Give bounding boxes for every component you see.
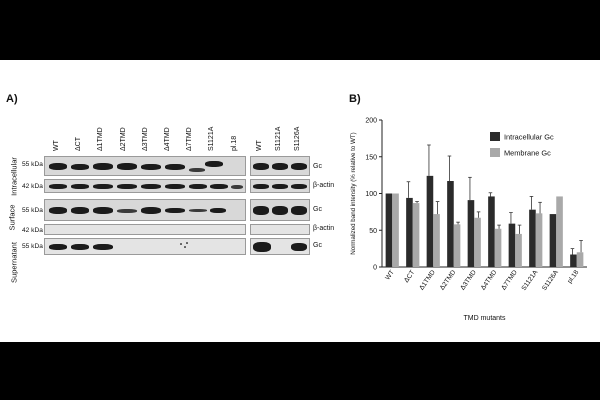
lane-label-left-2: Δ1TMD [97, 127, 105, 151]
blot-surface-actin-right [250, 224, 310, 235]
kda-label-row1: 55 kDa [22, 161, 43, 168]
lane-label-left-0: WT [53, 140, 60, 151]
lane-label-left-5: Δ4TMD [164, 127, 171, 151]
blot-supernatant-gc-right [250, 238, 310, 255]
y-tick-label-2: 100 [365, 191, 377, 198]
bar-membrane-gc-4 [474, 217, 481, 267]
x-tick-label-6: Δ7TMD [500, 269, 519, 292]
y-axis-label: Normalized band intensity (% relative to… [350, 132, 357, 254]
blot-intracellular-actin-left [44, 179, 246, 193]
x-axis-label: TMD mutants [463, 315, 506, 322]
lane-label-left-6: Δ7TMD [186, 127, 194, 151]
bar-intracellular-gc-4 [467, 200, 475, 267]
lane-label-right-2: S1126A [294, 126, 301, 151]
x-tick-label-3: Δ2TMD [439, 269, 458, 292]
bar-membrane-gc-3 [453, 224, 461, 267]
bar-membrane-gc-6 [515, 233, 522, 267]
lane-label-right-1: S1121A [275, 126, 282, 151]
section-label-supernatant: Supernatant [9, 242, 19, 283]
panel-b-label: B) [349, 93, 361, 105]
blot-intracellular-gc-right [250, 156, 310, 176]
protein-label-row5: Gc [313, 242, 322, 249]
y-tick-label-4: 200 [365, 118, 377, 125]
blot-supernatant-gc-left [44, 238, 246, 255]
protein-label-row2: β-actin [313, 182, 335, 189]
blot-intracellular-gc-left [44, 156, 246, 176]
bar-intracellular-gc-6 [508, 223, 516, 267]
bar-chart: 0 50 100 150 200 Normalized band intensity (%… [350, 118, 587, 322]
bar-intracellular-gc-8 [549, 214, 557, 267]
x-tick-label-0: WT [384, 269, 396, 281]
bar-intracellular-gc-9 [570, 254, 577, 267]
protein-label-row1: Gc [313, 163, 322, 170]
bar-membrane-gc-8 [556, 196, 563, 267]
blot-surface-actin-left [44, 224, 246, 235]
lane-label-left-3: Δ2TMD [119, 127, 127, 151]
bar-intracellular-gc-0 [385, 193, 393, 267]
bar-intracellular-gc-7 [529, 209, 536, 267]
bar-intracellular-gc-2 [426, 175, 434, 267]
bar-membrane-gc-0 [392, 193, 399, 267]
y-tick-label-1: 50 [369, 228, 377, 235]
bar-intracellular-gc-5 [488, 196, 495, 267]
lane-label-left-4: Δ3TMD [141, 127, 149, 151]
lane-label-left-8: pl.18 [230, 135, 238, 151]
bar-membrane-gc-7 [535, 213, 543, 267]
legend-swatch-0 [490, 132, 500, 141]
bar-membrane-gc-9 [576, 252, 584, 267]
x-tick-label-4: Δ3TMD [459, 269, 478, 292]
legend-swatch-1 [490, 148, 500, 157]
kda-label-row5: 55 kDa [22, 243, 43, 250]
lane-label-left-7: S1121A [208, 126, 216, 151]
section-label-surface: Surface [7, 204, 17, 231]
kda-label-row3: 55 kDa [22, 207, 43, 214]
blot-surface-gc-right [250, 199, 310, 221]
blot-surface-gc-left [44, 199, 246, 221]
x-tick-label-9: pl.18 [566, 269, 580, 285]
bar-membrane-gc-2 [433, 214, 440, 267]
protein-label-row4: β-actin [313, 225, 335, 232]
x-tick-label-1: ΔCT [403, 269, 416, 284]
legend-label-0: Intracellular Gc [504, 133, 554, 142]
bar-membrane-gc-1 [412, 203, 420, 267]
kda-label-row2: 42 kDa [22, 183, 43, 190]
protein-label-row3: Gc [313, 206, 322, 213]
y-tick-label-3: 150 [365, 154, 377, 161]
kda-label-row4: 42 kDa [22, 227, 43, 234]
bar-intracellular-gc-1 [406, 197, 413, 267]
bar-intracellular-gc-3 [447, 181, 454, 267]
x-tick-label-5: Δ4TMD [480, 269, 499, 292]
legend-label-1: Membrane Gc [504, 149, 551, 158]
x-tick-label-7: S1121A [520, 269, 539, 292]
x-tick-label-8: S1126A [541, 269, 560, 292]
lane-label-right-0: WT [256, 140, 263, 151]
lane-label-left-1: ΔCT [75, 136, 83, 151]
y-tick-label-0: 0 [373, 265, 377, 272]
blot-intracellular-actin-right [250, 179, 310, 193]
panel-a-label: A) [6, 93, 18, 105]
x-tick-label-2: Δ1TMD [418, 269, 437, 292]
figure: A) Intracellular Surface Supernatant 55 … [0, 60, 600, 342]
bar-membrane-gc-5 [494, 228, 502, 267]
